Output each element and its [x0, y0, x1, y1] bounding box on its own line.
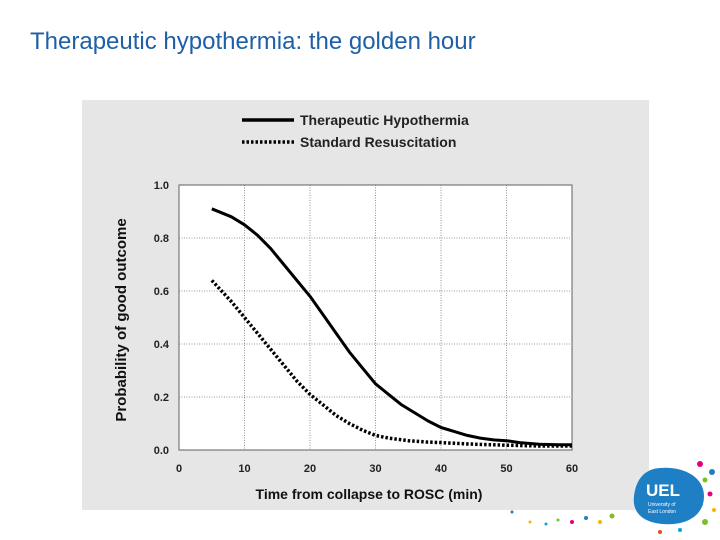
y-tick-labels: 0.0 0.2 0.4 0.6 0.8 1.0 — [154, 180, 170, 457]
legend-label-1: Standard Resuscitation — [300, 134, 456, 150]
logo-subtext-2: East London — [648, 509, 676, 515]
y-tick-label: 1.0 — [154, 180, 169, 192]
x-tick-label: 30 — [369, 463, 381, 475]
y-tick-label: 0.6 — [154, 286, 169, 298]
chart-panel: 0.0 0.2 0.4 0.6 0.8 1.0 0 10 20 30 40 50 60 Therape… — [82, 100, 649, 510]
series-line-1 — [210, 279, 572, 448]
legend: Therapeutic Hypothermia Standard Resuscit… — [242, 112, 469, 150]
series-line-0 — [211, 207, 572, 447]
legend-label-0: Therapeutic Hypothermia — [300, 112, 469, 128]
logo-text: UEL — [646, 481, 680, 500]
decorative-dots — [510, 461, 716, 534]
y-tick-label: 0.2 — [154, 392, 169, 404]
slide-title: Therapeutic hypothermia: the golden hour — [30, 28, 476, 55]
x-tick-label: 20 — [304, 463, 316, 475]
line-chart: 0.0 0.2 0.4 0.6 0.8 1.0 0 10 20 30 40 50 60 Therape… — [113, 112, 578, 502]
y-tick-label: 0.8 — [154, 233, 169, 245]
x-axis-label: Time from collapse to ROSC (min) — [256, 486, 483, 502]
y-axis-label: Probability of good outcome — [113, 218, 130, 421]
logo-shape — [633, 467, 704, 525]
x-tick-label: 0 — [176, 463, 182, 475]
x-tick-label: 60 — [566, 463, 578, 475]
series-lines — [210, 207, 572, 448]
y-tick-label: 0.4 — [154, 339, 170, 351]
logo-subtext-1: University of — [648, 502, 676, 508]
uel-logo: UEL University of East London — [633, 467, 704, 525]
x-tick-label: 10 — [238, 463, 250, 475]
x-tick-label: 50 — [500, 463, 512, 475]
y-tick-label: 0.0 — [154, 445, 169, 457]
x-tick-label: 40 — [435, 463, 447, 475]
grid — [178, 184, 573, 451]
x-tick-labels: 0 10 20 30 40 50 60 — [176, 463, 578, 475]
